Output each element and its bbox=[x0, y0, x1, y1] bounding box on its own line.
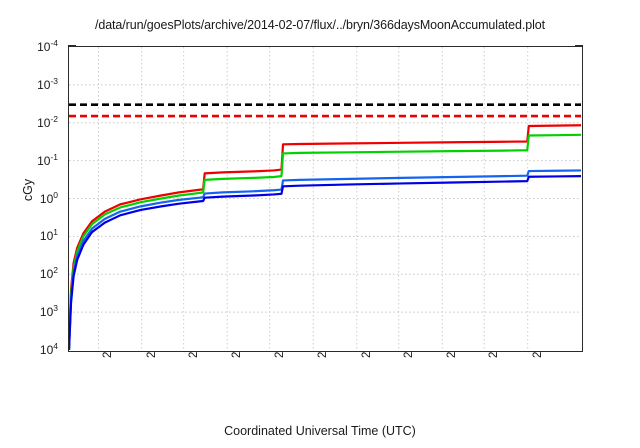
dark-blue-curve bbox=[69, 175, 581, 350]
red-curve bbox=[69, 124, 581, 349]
plot-title: /data/run/goesPlots/archive/2014-02-07/f… bbox=[94, 18, 545, 32]
y-tick-mark bbox=[575, 45, 583, 47]
y-tick-label: 104 bbox=[39, 341, 58, 357]
y-tick-label: 10-1 bbox=[37, 151, 58, 168]
x-axis-label: Coordinated Universal Time (UTC) bbox=[224, 424, 416, 438]
y-tick-label: 103 bbox=[39, 303, 58, 320]
plot-area bbox=[68, 46, 583, 352]
y-tick-mark bbox=[68, 45, 76, 47]
y-tick-label: 10-3 bbox=[37, 75, 58, 92]
light-blue-curve bbox=[69, 169, 581, 350]
y-tick-label: 10-2 bbox=[37, 113, 58, 130]
y-tick-label: 102 bbox=[39, 265, 58, 282]
y-tick-label: 10-4 bbox=[37, 38, 58, 54]
y-tick-label: 100 bbox=[39, 189, 58, 206]
chart-canvas bbox=[69, 47, 581, 350]
green-curve bbox=[69, 133, 581, 350]
y-tick-label: 101 bbox=[39, 227, 58, 244]
